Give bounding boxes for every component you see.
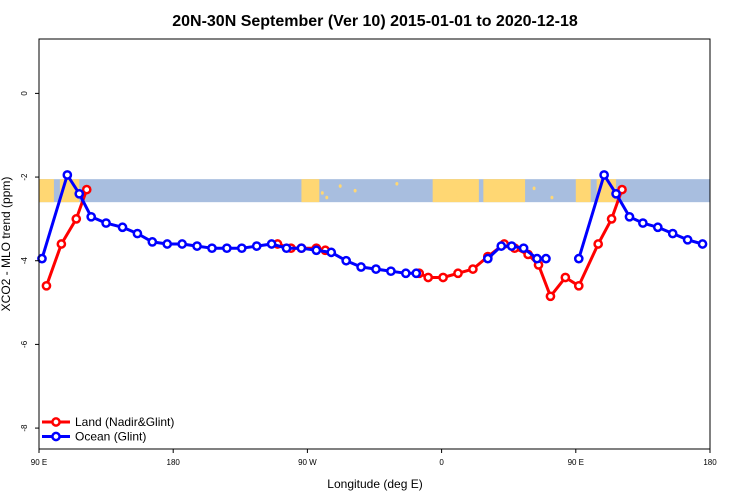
data-point-ocean xyxy=(101,218,111,228)
series-ocean xyxy=(37,170,708,279)
data-point-ocean xyxy=(697,239,708,249)
data-point-ocean xyxy=(266,239,277,249)
data-point-land xyxy=(71,214,82,224)
data-point-ocean xyxy=(624,211,635,222)
legend: Land (Nadir&Glint)Ocean (Glint) xyxy=(42,415,174,444)
data-point-ocean xyxy=(652,222,663,233)
y-tick-label: -4 xyxy=(20,257,29,265)
y-tick-label: -6 xyxy=(20,340,29,348)
data-point-land xyxy=(41,280,52,291)
data-point-land xyxy=(468,264,478,274)
data-point-ocean xyxy=(518,243,529,254)
data-point-ocean xyxy=(599,170,609,180)
data-point-ocean xyxy=(177,239,187,249)
map-band-island xyxy=(532,186,536,191)
series-land xyxy=(41,184,627,302)
x-tick-label: 90 E xyxy=(568,458,584,467)
map-band-island xyxy=(395,181,399,186)
data-point-ocean xyxy=(341,255,352,266)
x-axis: 90 E 180 90 W 0 90 E 180 xyxy=(31,449,717,467)
map-band-island xyxy=(338,184,342,188)
data-point-ocean xyxy=(86,211,97,222)
data-point-ocean xyxy=(682,234,693,245)
data-point-ocean xyxy=(356,262,366,272)
data-point-land xyxy=(453,268,463,279)
series-layer xyxy=(37,170,708,302)
data-point-ocean xyxy=(207,243,217,254)
data-point-land xyxy=(593,239,604,249)
data-point-land xyxy=(573,280,584,291)
y-axis-label: XCO2 - MLO trend (ppm) xyxy=(0,177,13,312)
x-axis-label: Longitude (deg E) xyxy=(327,477,422,491)
data-point-ocean xyxy=(37,253,47,264)
data-point-ocean xyxy=(251,241,262,251)
map-band-island xyxy=(320,191,324,195)
data-point-ocean xyxy=(147,237,158,247)
y-tick-label: 0 xyxy=(20,91,29,96)
data-point-ocean xyxy=(311,245,322,256)
data-point-land xyxy=(560,272,571,283)
series-line-land xyxy=(418,189,624,298)
data-point-ocean xyxy=(573,253,584,264)
legend-marker-ocean xyxy=(51,431,61,442)
legend-label-land: Land (Nadir&Glint) xyxy=(75,415,174,429)
data-point-ocean xyxy=(371,264,381,274)
data-point-ocean xyxy=(638,218,648,228)
map-band-island xyxy=(353,188,357,193)
y-axis: 0 -2 -4 -6 -8 xyxy=(20,91,39,432)
data-point-ocean xyxy=(482,253,493,264)
data-point-ocean xyxy=(411,268,422,279)
legend-marker-land xyxy=(51,417,61,427)
x-tick-label: 180 xyxy=(703,458,717,467)
data-point-land xyxy=(438,272,448,283)
map-band-ocean xyxy=(39,179,710,203)
data-point-ocean xyxy=(506,241,517,251)
data-point-ocean xyxy=(62,170,73,180)
map-band-land xyxy=(483,179,526,203)
data-point-ocean xyxy=(386,266,396,277)
legend-label-ocean: Ocean (Glint) xyxy=(75,430,146,444)
data-point-ocean xyxy=(400,268,411,279)
data-point-ocean xyxy=(117,222,128,233)
data-point-land xyxy=(81,184,92,195)
data-point-ocean xyxy=(326,247,337,258)
data-point-ocean xyxy=(532,253,542,264)
data-point-land xyxy=(56,239,67,249)
data-point-ocean xyxy=(281,243,292,254)
plot-frame xyxy=(38,38,711,450)
data-point-ocean xyxy=(132,228,143,239)
series-line-land xyxy=(45,189,89,287)
map-band-island xyxy=(325,195,329,200)
data-point-ocean xyxy=(496,241,507,251)
map-band-island xyxy=(493,184,497,188)
map-band-land xyxy=(432,179,479,203)
data-point-land xyxy=(606,214,617,224)
map-band-land xyxy=(39,179,54,203)
map-band-island xyxy=(550,195,554,200)
y-tick-label: -8 xyxy=(20,424,29,432)
data-point-ocean xyxy=(192,241,202,251)
data-point-ocean xyxy=(541,253,551,264)
data-point-ocean xyxy=(667,228,678,239)
data-point-ocean xyxy=(162,239,173,249)
data-point-ocean xyxy=(74,188,85,199)
data-point-land xyxy=(545,291,556,302)
x-tick-label: 180 xyxy=(167,458,181,467)
x-tick-label: 0 xyxy=(439,458,444,467)
map-band-island xyxy=(455,193,459,198)
chart-title: 20N-30N September (Ver 10) 2015-01-01 to… xyxy=(172,13,578,30)
y-tick-label: -2 xyxy=(20,173,29,181)
data-point-ocean xyxy=(611,188,621,199)
x-tick-label: 90 W xyxy=(298,458,317,467)
map-band-land xyxy=(575,179,591,203)
data-point-ocean xyxy=(236,243,247,254)
data-point-ocean xyxy=(222,243,232,254)
data-point-land xyxy=(423,272,434,283)
data-point-ocean xyxy=(296,243,307,254)
map-band-land xyxy=(301,179,320,203)
x-tick-label: 90 E xyxy=(31,458,47,467)
